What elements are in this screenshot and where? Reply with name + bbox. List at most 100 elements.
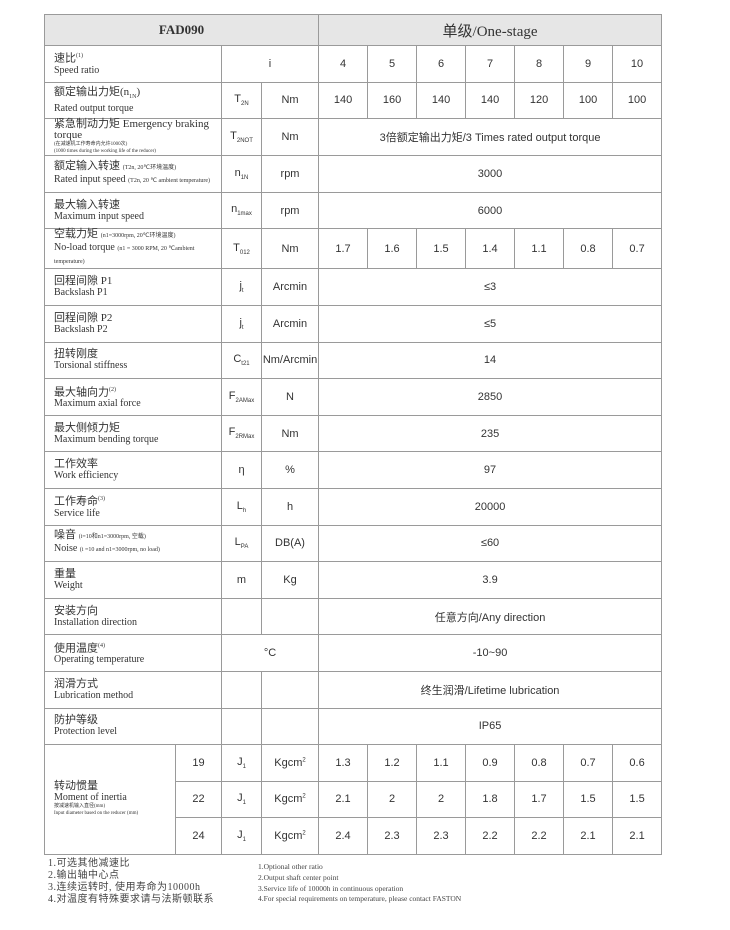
label-cn-text: 速比 [54, 53, 76, 66]
note-cn: 1.可选其他减速比 [48, 858, 130, 869]
symbol-cell: J1 [221, 780, 262, 819]
label-cn-text: 最大输入转速 [54, 198, 120, 211]
diameter-cell: 22 [175, 780, 222, 819]
value-cell: 1.6 [367, 228, 418, 270]
footnote-ref: (4) [98, 642, 105, 649]
row-installation: 安装方向 Installation direction 任意方向/Any direc… [44, 597, 663, 636]
label-note: Input diameter based on the reducer (mm) [54, 811, 139, 817]
unit-cell: Kgcm2 [260, 817, 320, 855]
row-bending: 最大侧倾力矩 Maximum bending torque F2RMax Nm 235 [44, 414, 663, 453]
label-en-text: Noise [54, 543, 78, 555]
symbol-cell [221, 707, 262, 746]
notes-english: 1.Optional other ratio 2.Output shaft ce… [258, 862, 461, 905]
label-cn-text: 扭转刚度 [54, 348, 98, 361]
unit-cell: Kg [260, 561, 320, 599]
value-cell: 5 [367, 45, 418, 83]
unit-cell: Kgcm2 [260, 780, 320, 819]
row-inertia: 24 J1 Kgcm2 2.4 2.3 2.3 2.2 2.2 2.1 2.1 [45, 817, 663, 855]
label-en-text: Maximum axial force [54, 398, 141, 410]
value-cell: ≤5 [318, 304, 663, 343]
label-en-text: Speed ratio [54, 65, 100, 77]
label-cn-text: 最大侧倾力矩 [54, 421, 120, 434]
symbol-text: T [234, 93, 242, 106]
value-cell: 120 [514, 81, 565, 120]
label-cn: 工作效率 [54, 459, 221, 470]
label-en-text: Rated input speed [54, 173, 126, 185]
label-cn: 使用温度(4) [54, 641, 221, 655]
label-cn: 最大轴向力(2) [54, 385, 221, 399]
label-cn: 噪音 (i=10和n1=3000rpm, 空载) [54, 530, 221, 543]
label-en: Maximum bending torque [54, 434, 221, 445]
label-en-note: (n1 = 3000 RPM, 20 ℃ambient temperature) [54, 246, 195, 266]
value-cell: 7 [465, 45, 516, 83]
value-cell: 0.8 [514, 744, 565, 782]
row-backlash-p1: 回程间隙 P1 Backslash P1 jt Arcmin ≤3 [44, 268, 663, 306]
label-cn-text: 使用温度 [54, 642, 98, 655]
symbol-text: i [268, 57, 272, 70]
label-en: Weight [54, 580, 221, 591]
note-en: 2.Output shaft center point [258, 872, 339, 882]
label-cn-text: 安装方向 [54, 604, 98, 617]
symbol-cell [221, 670, 262, 709]
row-label: 转动惯量 Moment of inertia 按减速机输入直径(mm) Input d… [44, 744, 176, 855]
label-en: Backslash P1 [54, 287, 221, 298]
unit-cell: Kgcm2 [260, 744, 320, 782]
row-label: 使用温度(4) Operating temperature [44, 634, 222, 672]
label-en: Operating temperature [54, 654, 221, 665]
label-en: Protection level [54, 726, 221, 737]
row-backlash-p2: 回程间隙 P2 Backslash P2 jt Arcmin ≤5 [44, 304, 663, 343]
footnote-ref: (1) [76, 53, 83, 60]
symbol-cell: LPA [221, 524, 262, 563]
label-en: Backslash P2 [54, 324, 221, 335]
label-cn: 最大输入转速 [54, 198, 221, 211]
row-label: 回程间隙 P1 Backslash P1 [44, 268, 222, 306]
label-en: Maximum input speed [54, 211, 221, 222]
label-en: No-load torque (n1 = 3000 RPM, 20 ℃ambie… [54, 242, 221, 268]
symbol-text: n [234, 166, 241, 179]
value-cell: ≤60 [318, 524, 663, 563]
row-inertia: 22 J1 Kgcm2 2.1 2 2 1.8 1.7 1.5 1.5 [45, 780, 663, 819]
unit-cell: rpm [260, 191, 320, 230]
value-cell: 14 [318, 341, 663, 380]
value-cell: 0.7 [612, 228, 663, 270]
note-cn: 2.输出轴中心点 [48, 870, 120, 881]
row-rated-input: 额定输入转速 (T2n, 20℃环境温度) Rated input speed (… [44, 155, 663, 193]
value-cell: 2.1 [612, 817, 663, 855]
value-cell: 1.1 [514, 228, 565, 270]
value-cell: 1.8 [465, 780, 516, 819]
symbol-sub: 1N [240, 175, 249, 182]
label-en-note: (T2n, 20 ℃ ambient temperature) [128, 177, 211, 184]
symbol-text: j [239, 280, 242, 293]
row-stiffness: 扭转刚度 Torsional stiffness Ct21 Nm/Arcmin 14 [44, 341, 663, 380]
symbol-sub: 1 [242, 763, 246, 770]
row-inertia: 转动惯量 Moment of inertia 按减速机输入直径(mm) Input d… [44, 744, 663, 855]
unit-text: Kgcm [274, 830, 303, 843]
label-en: Speed ratio [54, 65, 221, 76]
symbol-cell: Ct21 [221, 341, 262, 380]
symbol-sub: 2NOT [236, 138, 253, 145]
value-cell: ≤3 [318, 268, 663, 306]
symbol-cell: jt [221, 304, 262, 343]
row-label: 噪音 (i=10和n1=3000rpm, 空载) Noise (i =10 and… [44, 524, 222, 563]
row-label: 润滑方式 Lubrication method [44, 670, 222, 709]
value-cell: 1.2 [367, 744, 418, 782]
value-cell: 1.4 [465, 228, 516, 270]
symbol-cell: jt [221, 268, 262, 306]
label-cn: 额定输入转速 (T2n, 20℃环境温度) [54, 160, 221, 174]
label-en: Lubrication method [54, 690, 221, 701]
label-en: Torsional stiffness [54, 360, 221, 371]
symbol-sub: 012 [239, 249, 250, 256]
row-rated-torque: 额定输出力矩(n1N) Rated output torque T2N Nm 140 16… [44, 81, 663, 120]
label-cn: 工作寿命(3) [54, 494, 221, 508]
label-cn: 重量 [54, 568, 221, 580]
note-cn: 4.对温度有特殊要求请与法斯顿联系 [48, 894, 214, 905]
symbol-sub: t [241, 288, 244, 295]
label-cn: 速比(1) [54, 51, 221, 65]
label-note: (1000 times during the working life of t… [54, 149, 156, 155]
row-speed-ratio: 速比(1) Speed ratio i 4 5 6 7 8 9 10 [44, 45, 663, 83]
symbol-text: F [228, 389, 236, 402]
symbol-sub: t21 [241, 361, 250, 368]
row-noise: 噪音 (i=10和n1=3000rpm, 空载) Noise (i =10 and… [44, 524, 663, 563]
label-cn-text: 最大轴向力 [54, 386, 109, 399]
value-cell: 2 [367, 780, 418, 819]
